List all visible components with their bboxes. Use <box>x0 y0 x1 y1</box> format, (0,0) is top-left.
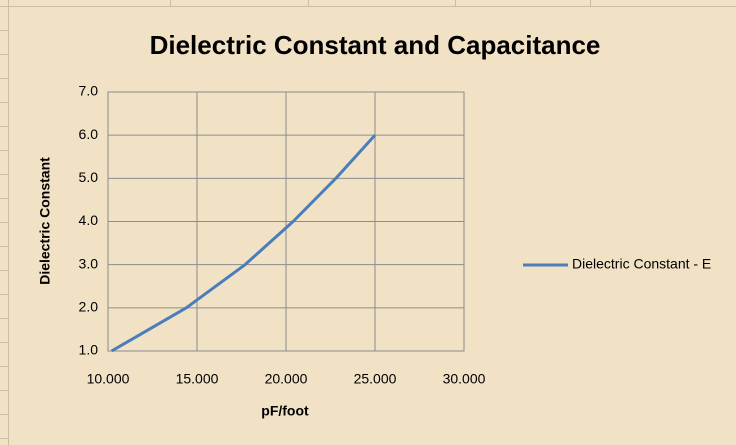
y-tick-label: 4.0 <box>79 212 99 228</box>
y-tick-label: 7.0 <box>79 83 99 99</box>
series-line <box>110 134 377 353</box>
x-tick-label: 20.000 <box>265 371 308 387</box>
y-tick-label: 6.0 <box>79 126 99 142</box>
x-tick-label: 15.000 <box>176 371 219 387</box>
x-axis-label: pF/foot <box>261 403 309 419</box>
y-axis-label: Dielectric Constant <box>37 157 53 285</box>
y-tick-label: 2.0 <box>79 299 99 315</box>
y-tick-label: 5.0 <box>79 169 99 185</box>
x-tick-label: 30.000 <box>443 371 486 387</box>
x-tick-label: 25.000 <box>354 371 397 387</box>
chart-title: Dielectric Constant and Capacitance <box>150 30 601 60</box>
plot-border <box>107 91 465 352</box>
legend-label: Dielectric Constant - E <box>572 256 711 272</box>
y-tick-label: 1.0 <box>79 342 99 358</box>
x-tick-label: 10.000 <box>87 371 130 387</box>
y-tick-label: 3.0 <box>79 255 99 271</box>
